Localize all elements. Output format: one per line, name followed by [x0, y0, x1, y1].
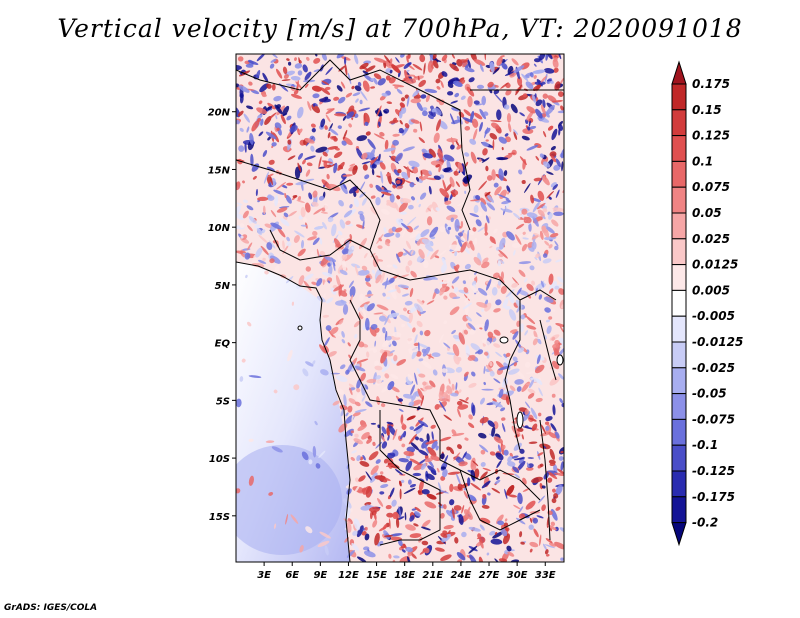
- lon-tick-label: 21E: [422, 570, 443, 581]
- border-line: [349, 299, 541, 501]
- border-line: [504, 300, 521, 451]
- border-line: [236, 261, 351, 562]
- colorbar-label: 0.0125: [692, 258, 738, 272]
- colorbar-top-arrow: [671, 60, 687, 85]
- lat-tick-label: 15N: [208, 165, 231, 176]
- lake-outline: [556, 354, 564, 366]
- colorbar-swatch: [671, 264, 687, 291]
- lon-tick-label: 3E: [257, 570, 271, 581]
- colorbar-bottom-arrow: [671, 522, 687, 547]
- lat-tick-label: 20N: [208, 108, 231, 119]
- lon-tick-label: 9E: [313, 570, 327, 581]
- lon-tick-label: 15E: [366, 570, 387, 581]
- map-title: Vertical velocity [m/s] at 700hPa, VT: 2…: [57, 14, 743, 43]
- border-line: [269, 229, 371, 261]
- colorbar-label: -0.075: [692, 412, 735, 426]
- latitude-axis: 20N 15N 10N 5N EQ 5S 10S 15S: [208, 108, 236, 523]
- colorbar-swatch: [671, 341, 687, 369]
- border-line: [379, 410, 441, 546]
- colorbar-swatch: [671, 109, 687, 137]
- velocity-field: [236, 54, 564, 562]
- border-line: [459, 469, 541, 531]
- colorbar-label: 0.005: [692, 283, 730, 297]
- colorbar-swatch: [671, 83, 687, 111]
- border-line: [236, 159, 557, 301]
- lon-tick-label: 30E: [507, 570, 528, 581]
- lake-outline: [516, 411, 524, 429]
- lake-outline: [499, 336, 509, 344]
- lon-tick-label: 27E: [479, 570, 500, 581]
- lake-outline: [297, 325, 303, 331]
- colorbar-swatch: [671, 367, 687, 395]
- subsidence-area: [236, 445, 342, 555]
- map-frame: [235, 53, 565, 563]
- colorbar-swatch: [671, 160, 687, 188]
- border-line: [539, 319, 557, 381]
- lon-tick-label: 33E: [535, 570, 556, 581]
- colorbar-label: -0.005: [692, 309, 735, 323]
- lat-tick-label: 15S: [209, 512, 230, 523]
- colorbar-label: 0.1: [692, 154, 713, 168]
- colorbar-swatch: [671, 496, 687, 524]
- lat-tick-label: EQ: [215, 339, 231, 350]
- border-line: [236, 59, 471, 231]
- colorbar-swatch: [671, 289, 687, 317]
- colorbar-label: -0.025: [692, 361, 735, 375]
- colorbar-label: -0.1: [692, 438, 718, 452]
- colorbar-swatch: [671, 444, 687, 472]
- colorbar-label: 0.05: [692, 206, 722, 220]
- colorbar-swatch: [671, 470, 687, 498]
- colorbar-label: 0.125: [692, 129, 730, 143]
- colorbar-label: -0.2: [692, 516, 718, 530]
- lat-tick-label: 10S: [209, 454, 230, 465]
- colorbar-swatch: [671, 393, 687, 420]
- border-line: [539, 419, 551, 541]
- colorbar: 0.175 0.15 0.125 0.1 0.075 0.05 0.025 0.0125 0.0…: [671, 60, 743, 547]
- colorbar-swatch: [671, 212, 687, 240]
- lon-tick-label: 12E: [338, 570, 359, 581]
- colorbar-swatch: [671, 315, 687, 343]
- longitude-axis: 3E 6E 9E 12E 15E 18E 21E 24E 27E 30E 33E: [257, 562, 556, 581]
- colorbar-label: -0.05: [692, 387, 727, 401]
- lon-tick-label: 24E: [451, 570, 472, 581]
- field-texture: [236, 54, 564, 562]
- lat-tick-label: 5S: [216, 396, 230, 407]
- lat-tick-label: 10N: [208, 223, 231, 234]
- country-borders: [236, 59, 564, 562]
- colorbar-swatch: [671, 135, 687, 162]
- colorbar-swatch: [671, 186, 687, 214]
- colorbar-label: -0.0125: [692, 335, 743, 349]
- colorbar-label: 0.025: [692, 232, 730, 246]
- colorbar-swatch: [671, 418, 687, 446]
- lat-tick-label: 5N: [215, 281, 231, 292]
- lon-tick-label: 6E: [285, 570, 299, 581]
- grads-credit: GrADS: IGES/COLA: [4, 603, 98, 613]
- colorbar-label: 0.075: [692, 180, 730, 194]
- colorbar-swatch: [671, 238, 687, 266]
- colorbar-label: 0.15: [692, 103, 722, 117]
- colorbar-label: -0.175: [692, 490, 735, 504]
- colorbar-label: -0.125: [692, 464, 735, 478]
- colorbar-label: 0.175: [692, 77, 730, 91]
- lon-tick-label: 18E: [394, 570, 415, 581]
